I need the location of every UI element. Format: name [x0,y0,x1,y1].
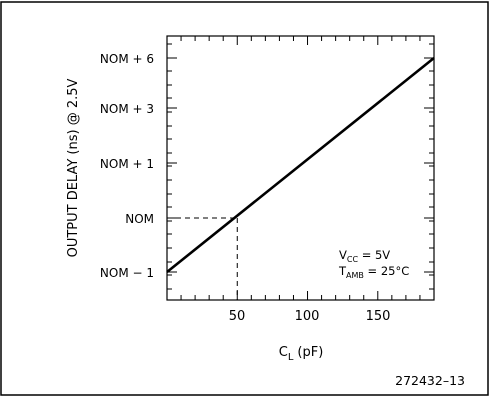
y-tick-label-nom-plus-1: NOM + 1 [100,157,154,171]
y-tick-label-nom-plus-6: NOM + 6 [100,52,154,66]
y-ticks [167,43,434,290]
delay-series-line [166,56,435,274]
x-tick-label-100: 100 [295,309,320,324]
x-tick-label-150: 150 [366,309,391,324]
x-tick-label-50: 50 [229,309,246,324]
y-tick-label-nom-plus-3: NOM + 3 [100,102,154,116]
y-tick-label-nom: NOM [125,212,154,226]
figure-id: 272432–13 [395,373,465,388]
y-axis-label: OUTPUT DELAY (ns) @ 2.5V [66,78,81,257]
x-axis-label: CL (pF) [279,345,324,363]
y-tick-label-nom-minus-1: NOM − 1 [100,266,154,280]
tamb-annotation: TAMB = 25°C [338,264,409,280]
vcc-annotation: VCC = 5V [339,248,390,264]
plot-area [166,35,435,301]
x-ticks [180,36,421,300]
